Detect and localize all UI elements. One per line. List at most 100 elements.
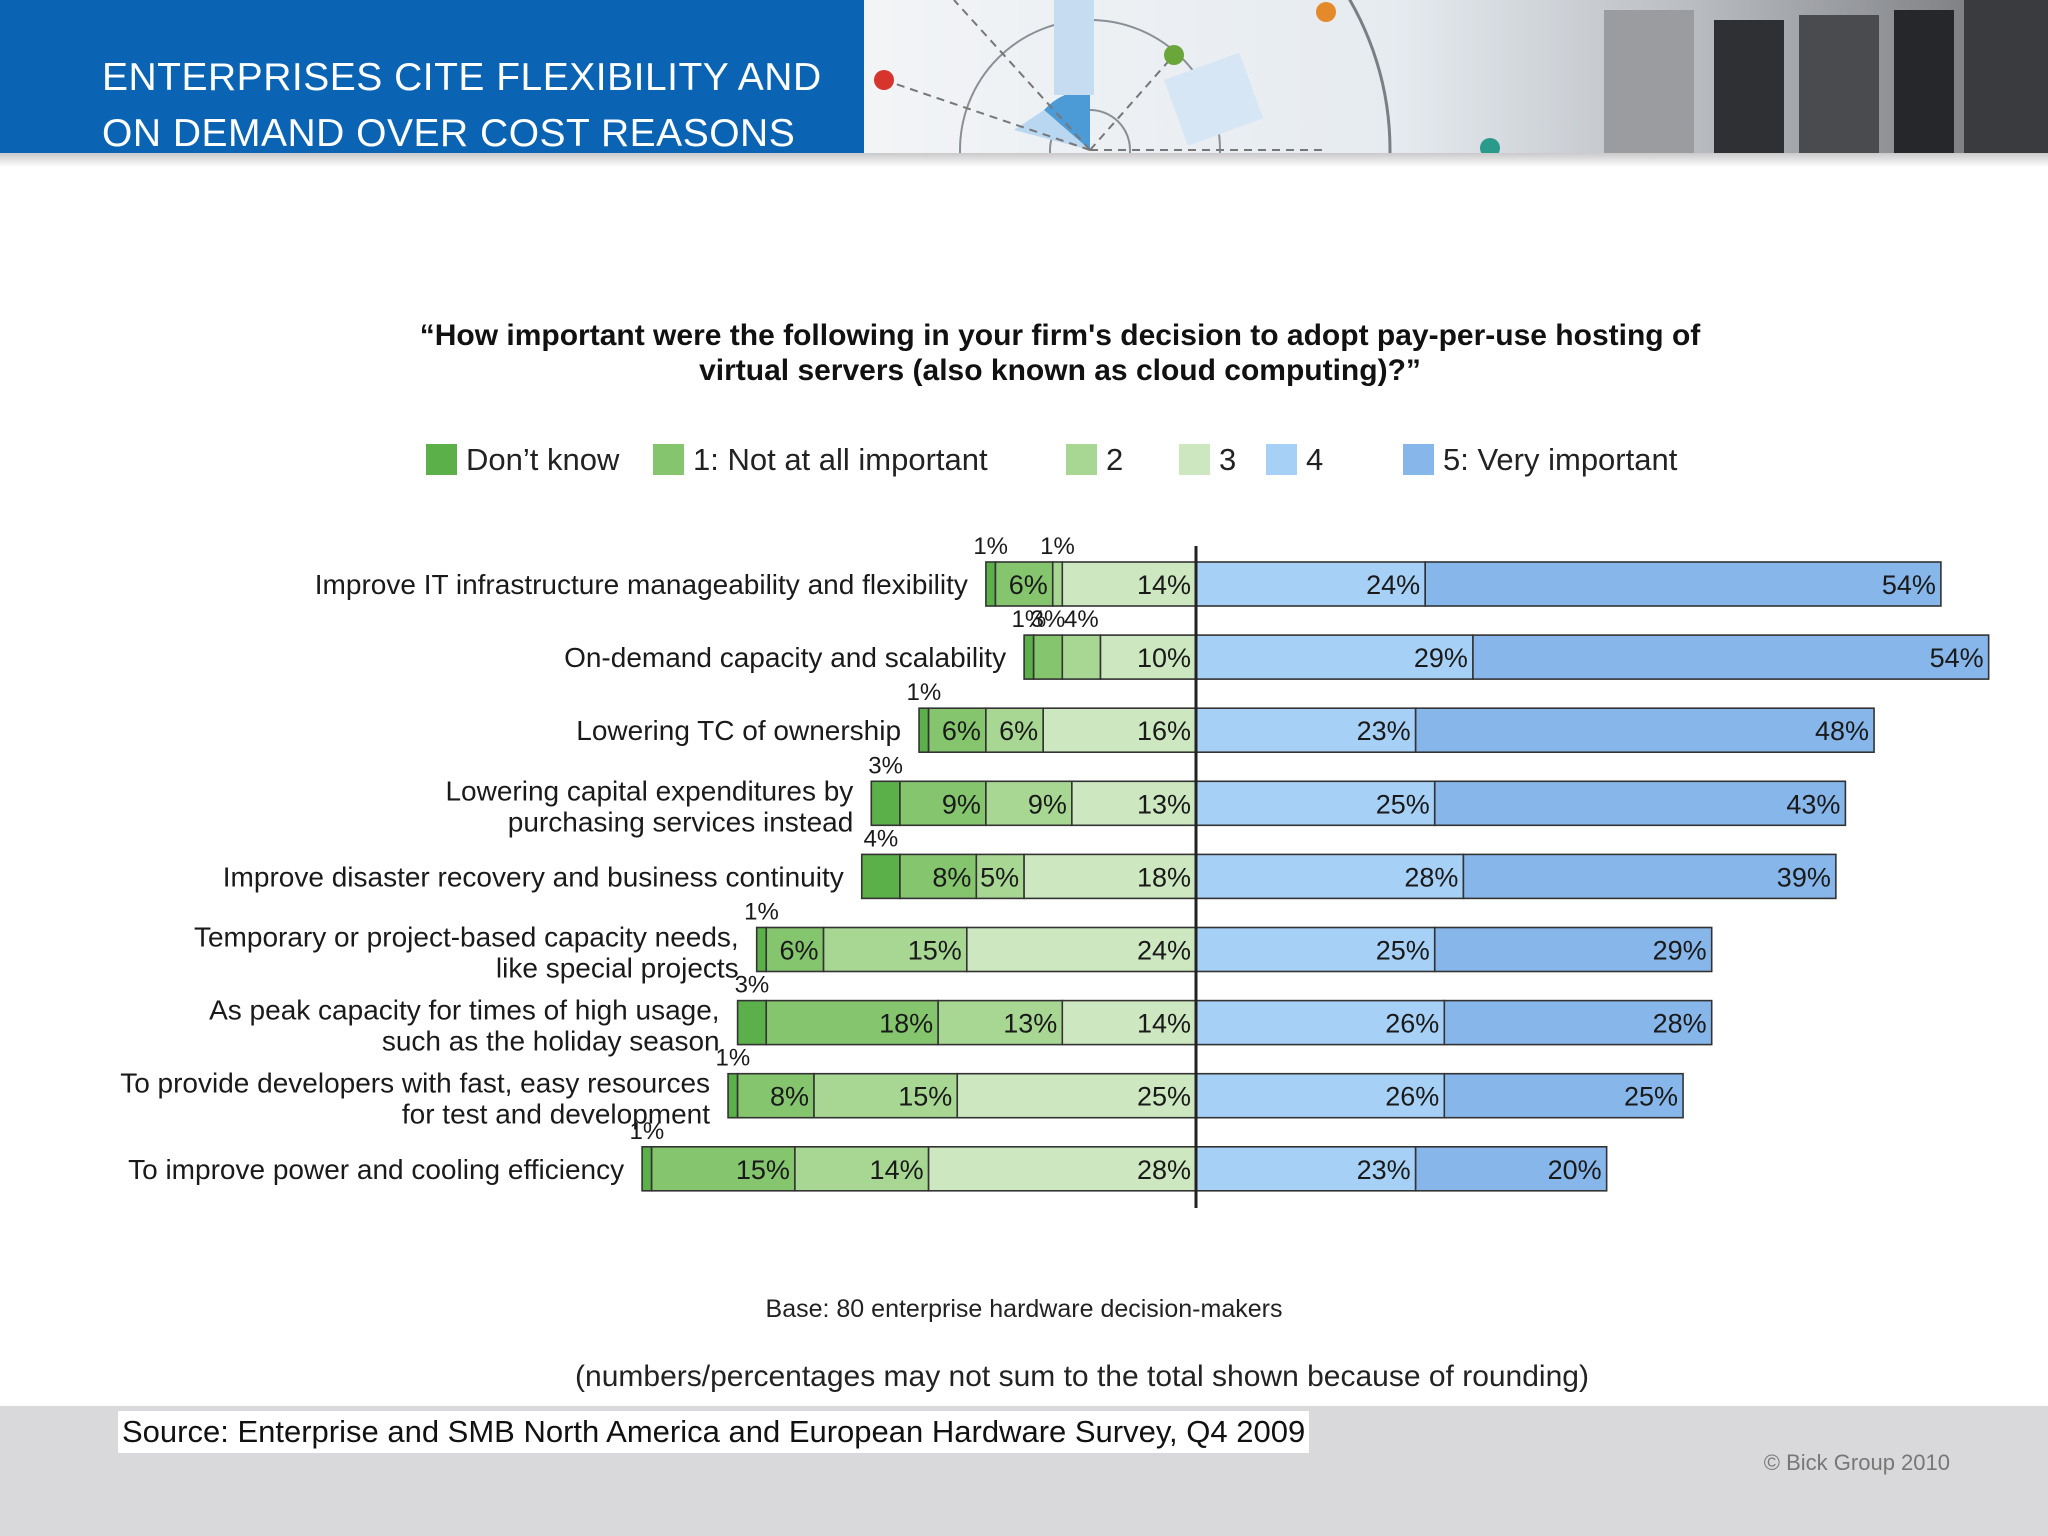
data-label: 18% bbox=[879, 1009, 933, 1039]
survey-question-line-1: “How important were the following in you… bbox=[419, 319, 1701, 352]
bar-segment bbox=[736, 1072, 815, 1119]
data-label: 24% bbox=[1137, 936, 1191, 966]
data-label: 13% bbox=[1003, 1009, 1057, 1039]
bar-segment bbox=[1042, 707, 1197, 753]
legend-swatch bbox=[1066, 444, 1097, 475]
data-label: 16% bbox=[1137, 716, 1191, 746]
bar-segment bbox=[899, 780, 987, 827]
data-label: 43% bbox=[1786, 789, 1840, 819]
category-label: Improve IT infrastructure manageability … bbox=[315, 569, 968, 600]
data-label: 24% bbox=[1366, 570, 1420, 600]
category-label: such as the holiday season bbox=[382, 1026, 720, 1057]
category-label: On-demand capacity and scalability bbox=[564, 642, 1006, 673]
bar-segment bbox=[1195, 780, 1436, 827]
bar-segment bbox=[727, 1072, 739, 1119]
data-label: 28% bbox=[1653, 1009, 1707, 1039]
legend-label: Don’t know bbox=[466, 442, 620, 477]
bar-segment bbox=[1195, 926, 1436, 973]
bar-segment bbox=[641, 1145, 653, 1192]
bar-segment bbox=[1433, 926, 1713, 973]
data-label: 28% bbox=[1404, 862, 1458, 892]
bar-segment bbox=[860, 853, 901, 900]
data-label: 54% bbox=[1882, 570, 1936, 600]
header-shadow bbox=[0, 153, 2048, 167]
bar-segment bbox=[918, 707, 930, 753]
bar-segment bbox=[1414, 707, 1875, 753]
data-label: 4% bbox=[864, 825, 899, 852]
data-label: 14% bbox=[1137, 570, 1191, 600]
data-label: 48% bbox=[1815, 716, 1869, 746]
legend-label: 1: Not at all important bbox=[693, 442, 988, 477]
bar-segment bbox=[1195, 1072, 1446, 1119]
slide-title-line-1: ENTERPRISES CITE FLEXIBILITY AND bbox=[102, 56, 822, 99]
legend-swatch bbox=[426, 444, 457, 475]
legend-label: 3 bbox=[1219, 442, 1237, 477]
bar-segment bbox=[937, 999, 1064, 1046]
data-label: 3% bbox=[735, 972, 770, 999]
data-label: 1% bbox=[1012, 606, 1047, 633]
data-label: 1% bbox=[906, 679, 941, 706]
category-label: Lowering TC of ownership bbox=[576, 715, 901, 746]
legend-swatch bbox=[1179, 444, 1210, 475]
bar-segment bbox=[755, 926, 768, 973]
data-label: 1% bbox=[715, 1045, 750, 1072]
bar-segment bbox=[927, 707, 987, 753]
rounding-note: (numbers/percentages may not sum to the … bbox=[575, 1360, 1589, 1393]
bar-segment bbox=[1195, 634, 1474, 680]
bar-segment bbox=[994, 561, 1054, 607]
bar-segment bbox=[1433, 780, 1847, 827]
data-label: 8% bbox=[770, 1082, 809, 1112]
data-label: 14% bbox=[1137, 1009, 1191, 1039]
data-label: 20% bbox=[1548, 1155, 1602, 1185]
data-label: 54% bbox=[1930, 643, 1984, 673]
data-label: 26% bbox=[1385, 1082, 1439, 1112]
bar-segment bbox=[1061, 634, 1102, 680]
bar-segment bbox=[985, 561, 997, 607]
data-label: 3% bbox=[1031, 606, 1066, 633]
legend-label: 4 bbox=[1306, 442, 1324, 477]
legend-swatch bbox=[1266, 444, 1297, 475]
category-label: like special projects bbox=[496, 953, 739, 984]
data-label: 15% bbox=[908, 936, 962, 966]
bar-segment bbox=[1195, 1145, 1417, 1192]
data-label: 23% bbox=[1357, 716, 1411, 746]
data-label: 6% bbox=[942, 716, 981, 746]
data-label: 1% bbox=[744, 899, 779, 926]
data-label: 5% bbox=[980, 862, 1019, 892]
bar-segment bbox=[1032, 634, 1064, 680]
data-label: 6% bbox=[1009, 570, 1048, 600]
slide-title-line-2: ON DEMAND OVER COST REASONS bbox=[102, 112, 796, 155]
category-label: Improve disaster recovery and business c… bbox=[223, 861, 844, 892]
data-label: 25% bbox=[1624, 1082, 1678, 1112]
data-label: 25% bbox=[1376, 936, 1430, 966]
bar-segment bbox=[822, 926, 968, 973]
data-label: 4% bbox=[1064, 606, 1099, 633]
bar-segment bbox=[1424, 561, 1942, 607]
bar-segment bbox=[1071, 780, 1197, 827]
data-label: 26% bbox=[1385, 1009, 1439, 1039]
bar-segment bbox=[985, 780, 1073, 827]
bar-segment bbox=[1195, 707, 1417, 753]
bar-segment bbox=[1443, 1072, 1684, 1119]
data-label: 1% bbox=[973, 533, 1008, 560]
legend-label: 5: Very important bbox=[1443, 442, 1678, 477]
bar-segment bbox=[765, 926, 825, 973]
bar-segment bbox=[1472, 634, 1990, 680]
chart-legend: Don’t know 1: Not at all important 2 3 4… bbox=[0, 440, 2048, 480]
data-label: 9% bbox=[942, 789, 981, 819]
copyright-notice: © Bick Group 2010 bbox=[1763, 1450, 1950, 1475]
category-label: To provide developers with fast, easy re… bbox=[120, 1068, 710, 1099]
bar-segment bbox=[765, 999, 939, 1046]
data-label: 29% bbox=[1414, 643, 1468, 673]
legend-swatch bbox=[653, 444, 684, 475]
header-band: ENTERPRISES CITE FLEXIBILITY AND ON DEMA… bbox=[0, 0, 864, 155]
data-label: 8% bbox=[932, 862, 971, 892]
data-label: 1% bbox=[630, 1118, 665, 1145]
data-label: 25% bbox=[1137, 1082, 1191, 1112]
category-label: As peak capacity for times of high usage… bbox=[209, 995, 720, 1026]
category-label: Temporary or project-based capacity need… bbox=[194, 922, 739, 953]
legend-swatch bbox=[1403, 444, 1434, 475]
bar-segment bbox=[1061, 561, 1197, 607]
bar-segment bbox=[899, 853, 978, 900]
bar-segment bbox=[956, 1072, 1197, 1119]
